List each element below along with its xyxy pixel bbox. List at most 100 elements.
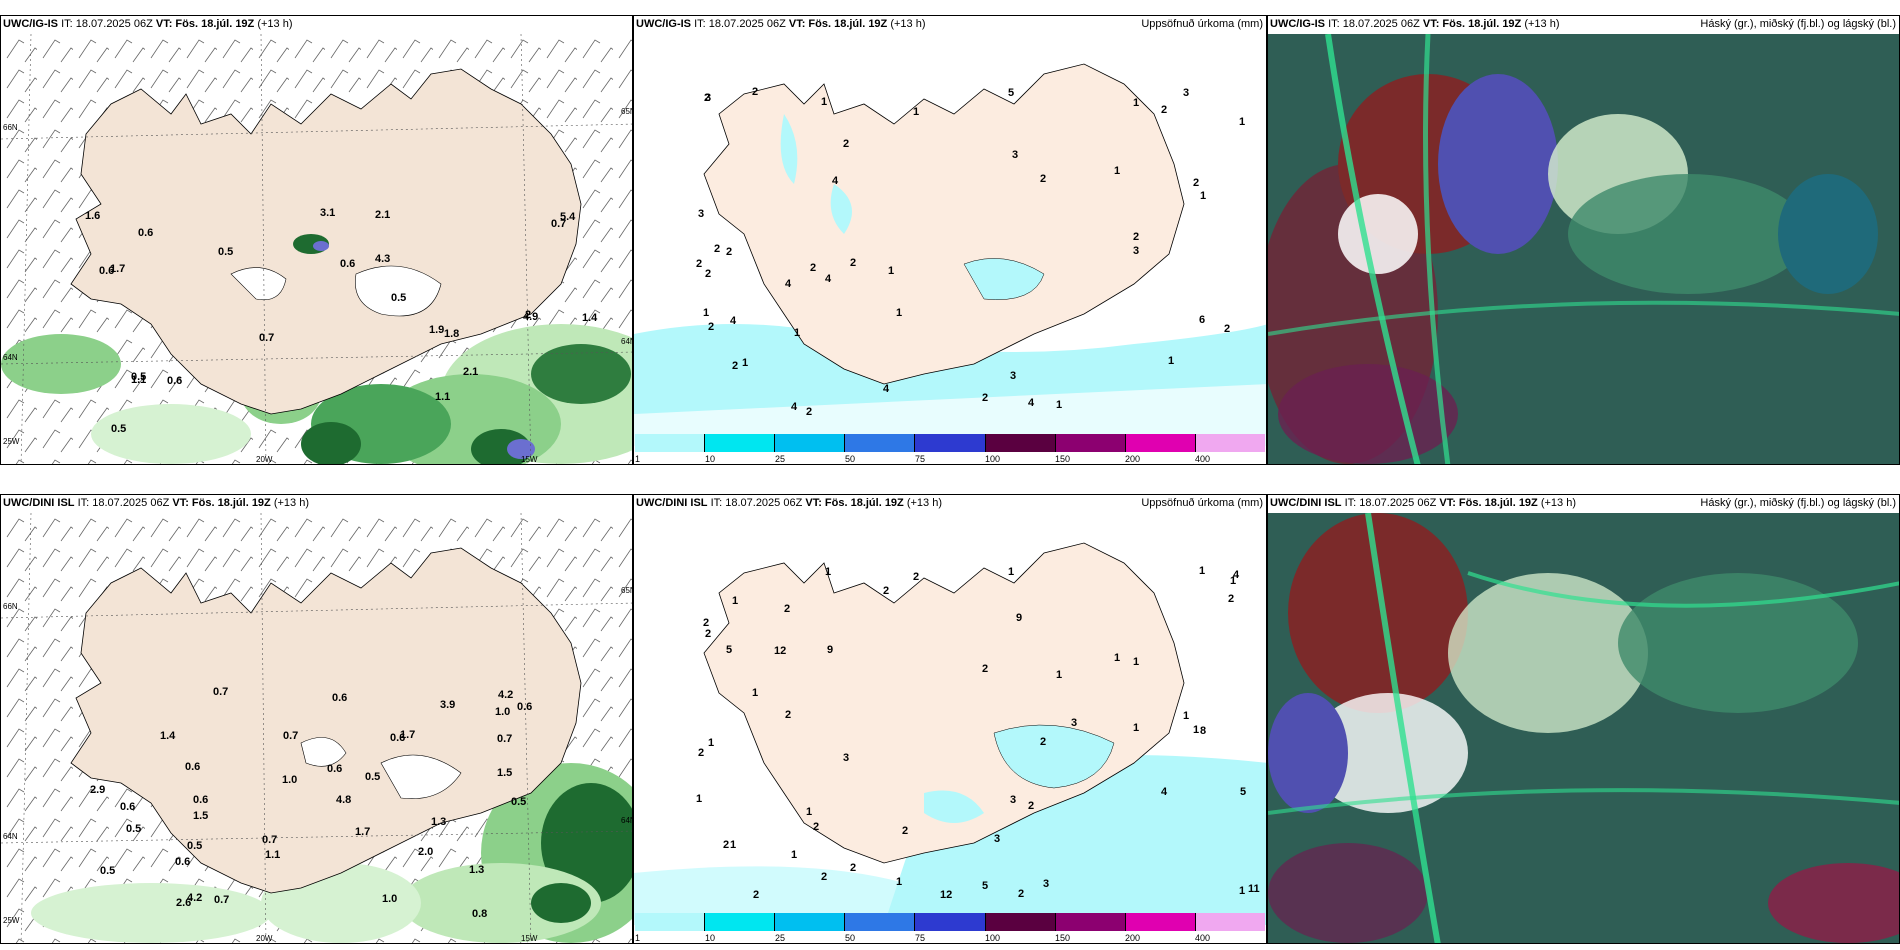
- panel-title: UWC/IG-IS IT: 18.07.2025 06Z VT: Fös. 18…: [636, 18, 926, 30]
- svg-text:64N: 64N: [3, 353, 18, 362]
- wind-value-label: 0.5: [511, 796, 526, 808]
- precip-value-label: 2: [1040, 736, 1046, 748]
- precip-value-label: 5: [1008, 87, 1014, 99]
- colorbar-swatch: [1125, 913, 1196, 931]
- precip-value-label: 1: [896, 876, 902, 888]
- precip-value-label: 9: [1016, 612, 1022, 624]
- wind-value-label: 1.6: [85, 210, 100, 222]
- wind-value-label: 1.4: [160, 730, 176, 742]
- wind-value-label: 2.6: [176, 897, 191, 909]
- precip-value-label: 1: [1133, 97, 1139, 109]
- svg-text:15W: 15W: [521, 455, 538, 464]
- wind-value-label: 2.9: [90, 784, 105, 796]
- precip-value-label: 2: [913, 571, 919, 583]
- precip-value-label: 2: [1028, 800, 1034, 812]
- wind-value-label: 0.6: [138, 227, 153, 239]
- precip-value-label: 1: [1168, 355, 1174, 367]
- precip-map: 2241341211123223211234222243623521442222…: [634, 63, 1266, 446]
- colorbar-label: 400: [1195, 933, 1211, 943]
- wind-value-label: 3.1: [320, 207, 335, 219]
- wind-value-label: 1.7: [400, 729, 415, 741]
- precip-value-label: 5: [982, 880, 988, 892]
- precip-value-label: 2: [1161, 104, 1167, 116]
- cloud-map: [1268, 513, 1899, 943]
- wind-value-label: 0.5: [100, 865, 115, 877]
- precip-value-label: 6: [1199, 314, 1205, 326]
- svg-text:20W: 20W: [256, 934, 273, 943]
- precip-value-label: 2: [784, 603, 790, 615]
- precip-value-label: 1: [1056, 399, 1062, 411]
- colorbar-label: 50: [845, 933, 856, 943]
- precip-value-label: 3: [1012, 149, 1018, 161]
- precip-value-label: 2: [850, 257, 856, 269]
- precip-value-label: 3: [1183, 87, 1189, 99]
- wind-value-label: 4.2: [187, 892, 202, 904]
- cloud-panel-ig-is: UWC/IG-IS IT: 18.07.2025 06Z VT: Fös. 18…: [1267, 15, 1900, 465]
- colorbar-label: 150: [1055, 933, 1071, 943]
- colorbar-label: 50: [845, 454, 856, 464]
- precip-value-label: 3: [843, 752, 849, 764]
- precip-value-label: 2: [1133, 231, 1139, 243]
- wind-value-label: 0.5: [131, 371, 146, 383]
- wind-value-label: 2.1: [463, 366, 478, 378]
- wind-value-label: 1.5: [193, 810, 208, 822]
- cloud-map: [1268, 34, 1899, 464]
- wind-panel-dini: UWC/DINI ISL IT: 18.07.2025 06Z VT: Fös.…: [0, 494, 633, 944]
- svg-text:64N: 64N: [621, 337, 633, 346]
- wind-panel-ig-is: UWC/IG-IS IT: 18.07.2025 06Z VT: Fös. 18…: [0, 15, 633, 465]
- colorbar-label: 1: [635, 933, 641, 943]
- colorbar-label: 25: [775, 933, 786, 943]
- precip-value-label: 1: [791, 849, 797, 861]
- precip-value-label: 2: [752, 86, 758, 98]
- precip-value-label: 3: [1043, 878, 1049, 890]
- wind-value-label: 1.5: [497, 767, 512, 779]
- precip-value-label: 1: [913, 106, 919, 118]
- panel-title: UWC/IG-IS IT: 18.07.2025 06Z VT: Fös. 18…: [3, 18, 293, 30]
- wind-value-label: 1.7: [110, 263, 125, 275]
- colorbar-label: 75: [915, 933, 926, 943]
- svg-text:64N: 64N: [621, 816, 633, 825]
- precip-value-label: 2: [723, 839, 729, 851]
- wind-value-label: 0.8: [472, 908, 487, 920]
- precip-value-label: 3: [994, 833, 1000, 845]
- colorbar: [635, 913, 1265, 931]
- precip-value-label: 4: [825, 273, 832, 285]
- wind-value-label: 1.8: [444, 328, 459, 340]
- precip-value-label: 1: [1008, 566, 1014, 578]
- precip-value-label: 1: [794, 327, 800, 339]
- svg-text:66N: 66N: [3, 602, 18, 611]
- wind-value-label: 4.9: [523, 311, 538, 323]
- precip-value-label: 1: [1183, 710, 1189, 722]
- precip-value-label: 1: [1239, 116, 1245, 128]
- cloud-title: Háský (gr.), miðský (fj.bl.) og lágský (…: [1700, 497, 1896, 509]
- colorbar-label: 25: [775, 454, 786, 464]
- wind-value-label: 1.0: [495, 706, 510, 718]
- iceland-land: [70, 547, 582, 894]
- wind-value-label: 1.3: [431, 816, 446, 828]
- wind-value-label: 1.3: [469, 864, 484, 876]
- colorbar-label: 200: [1125, 933, 1141, 943]
- wind-value-label: 0.7: [213, 686, 228, 698]
- svg-text:65N: 65N: [621, 107, 633, 116]
- wind-value-label: 0.7: [551, 218, 566, 230]
- precip-value-label: 3: [1010, 370, 1016, 382]
- precip-value-label: 5: [726, 644, 732, 656]
- colorbar-swatch: [1195, 913, 1265, 931]
- wind-value-label: 0.6: [340, 258, 355, 270]
- wind-value-label: 0.6: [167, 375, 182, 387]
- precip-value-label: 1: [732, 595, 738, 607]
- precip-value-label: 3: [698, 208, 704, 220]
- precip-value-label: 1: [888, 265, 894, 277]
- panel-title: UWC/DINI ISL IT: 18.07.2025 06Z VT: Fös.…: [3, 497, 310, 509]
- colorbar-swatch: [915, 913, 986, 931]
- wind-value-label: 0.6: [390, 732, 405, 744]
- colorbar-swatch: [985, 913, 1056, 931]
- colorbar-swatch: [635, 913, 706, 931]
- graticule: [1, 513, 632, 943]
- graticule: [1, 34, 632, 464]
- colorbar-swatch: [1125, 434, 1196, 452]
- precip-value-label: 2: [705, 628, 711, 640]
- precip-value-label: 2: [1018, 888, 1024, 900]
- precip-value-label: 4: [883, 383, 890, 395]
- wind-value-label: 0.7: [497, 733, 512, 745]
